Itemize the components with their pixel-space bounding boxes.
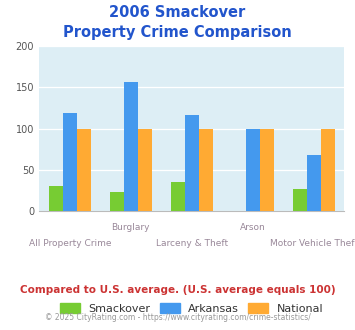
Bar — [49, 186, 63, 211]
Bar — [246, 129, 260, 211]
Text: Burglary: Burglary — [111, 223, 150, 232]
Bar — [77, 129, 91, 211]
Text: © 2025 CityRating.com - https://www.cityrating.com/crime-statistics/: © 2025 CityRating.com - https://www.city… — [45, 313, 310, 322]
Bar — [185, 115, 199, 211]
Text: Motor Vehicle Theft: Motor Vehicle Theft — [269, 239, 355, 248]
Legend: Smackover, Arkansas, National: Smackover, Arkansas, National — [60, 303, 324, 314]
Bar — [63, 113, 77, 211]
Text: Property Crime Comparison: Property Crime Comparison — [63, 25, 292, 40]
Text: Larceny & Theft: Larceny & Theft — [155, 239, 228, 248]
Bar — [138, 129, 152, 211]
Text: Arson: Arson — [240, 223, 266, 232]
Bar — [199, 129, 213, 211]
Bar — [124, 82, 138, 211]
Bar — [321, 129, 334, 211]
Bar — [110, 192, 124, 211]
Bar — [306, 155, 321, 211]
Text: Compared to U.S. average. (U.S. average equals 100): Compared to U.S. average. (U.S. average … — [20, 285, 335, 295]
Text: All Property Crime: All Property Crime — [29, 239, 111, 248]
Bar — [293, 189, 306, 211]
Text: 2006 Smackover: 2006 Smackover — [109, 5, 246, 20]
Bar — [171, 182, 185, 211]
Bar — [260, 129, 274, 211]
